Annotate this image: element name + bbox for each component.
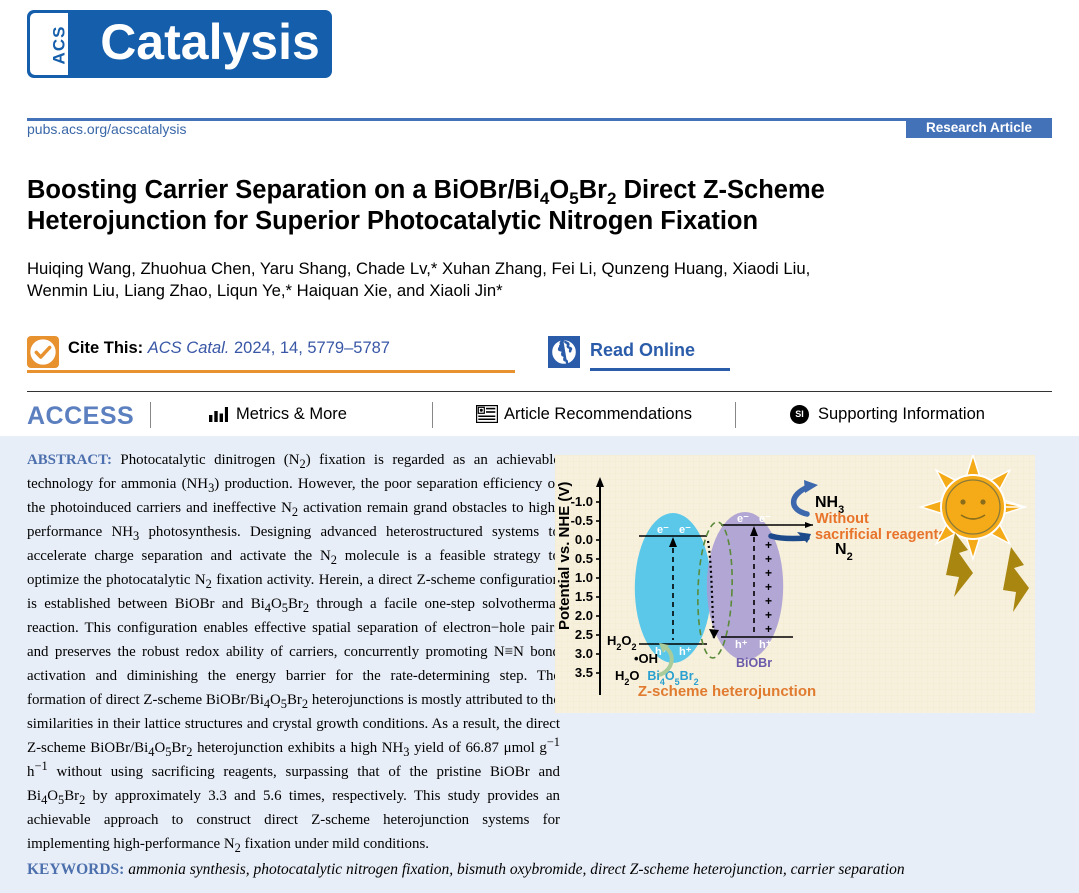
svg-text:-1.0: -1.0	[571, 494, 593, 509]
svg-text:+: +	[765, 580, 772, 594]
svg-text:e⁻: e⁻	[679, 524, 691, 536]
svg-text:e⁻: e⁻	[759, 513, 771, 525]
svg-text:+: +	[765, 594, 772, 608]
svg-text:h⁺: h⁺	[759, 639, 772, 651]
svg-text:e⁻: e⁻	[657, 524, 669, 536]
svg-text:+: +	[765, 552, 772, 566]
svg-text:Potential vs. NHE (V): Potential vs. NHE (V)	[556, 482, 573, 630]
svg-text:e⁻: e⁻	[737, 513, 749, 525]
svg-text:BiOBr: BiOBr	[736, 656, 772, 670]
svg-text:+: +	[765, 538, 772, 552]
svg-text:-0.5: -0.5	[571, 513, 593, 528]
svg-text:Z-scheme heterojunction: Z-scheme heterojunction	[638, 683, 816, 700]
svg-text:0.5: 0.5	[575, 551, 593, 566]
svg-text:h⁺: h⁺	[679, 646, 692, 658]
svg-text:+: +	[765, 608, 772, 622]
svg-text:•OH: •OH	[634, 651, 658, 666]
svg-text:+: +	[765, 622, 772, 636]
svg-text:3.5: 3.5	[575, 665, 593, 680]
svg-text:2.5: 2.5	[575, 627, 593, 642]
svg-text:h⁺: h⁺	[735, 639, 748, 651]
svg-text:1.5: 1.5	[575, 589, 593, 604]
svg-text:+: +	[765, 566, 772, 580]
svg-text:1.0: 1.0	[575, 570, 593, 585]
svg-text:Without: Without	[815, 511, 869, 527]
svg-text:3.0: 3.0	[575, 646, 593, 661]
svg-text:0.0: 0.0	[575, 532, 593, 547]
svg-text:2.0: 2.0	[575, 608, 593, 623]
